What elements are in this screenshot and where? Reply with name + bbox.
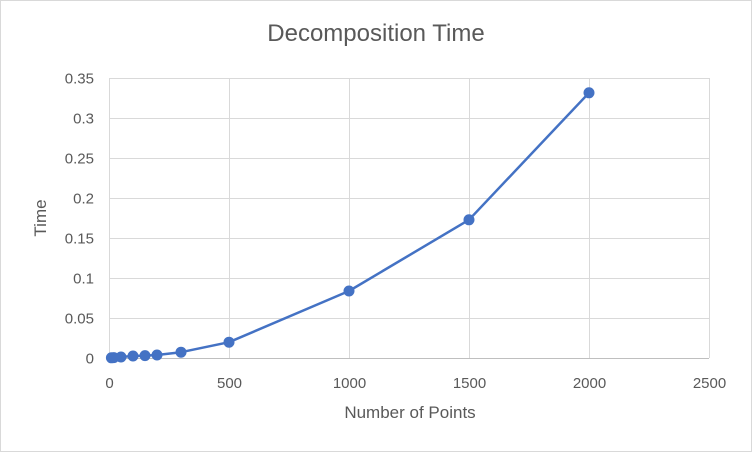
y-tick-label: 0.25 xyxy=(65,151,94,168)
x-tick-label: 1500 xyxy=(453,375,486,392)
x-tick-labels: 0 500 1000 1500 2000 2500 xyxy=(105,375,726,392)
data-point xyxy=(583,87,595,99)
data-point xyxy=(151,349,163,361)
y-tick-label: 0.3 xyxy=(73,111,94,128)
data-point xyxy=(139,350,151,362)
y-tick-label: 0.15 xyxy=(65,231,94,248)
x-axis-title: Number of Points xyxy=(344,403,476,422)
gridlines xyxy=(109,78,710,359)
y-tick-label: 0.1 xyxy=(73,271,94,288)
series-layer xyxy=(105,87,595,364)
y-axis-title: Time xyxy=(31,199,50,237)
chart-title: Decomposition Time xyxy=(267,20,485,47)
x-tick-label: 0 xyxy=(105,375,113,392)
y-tick-label: 0.35 xyxy=(65,71,94,88)
x-tick-label: 2500 xyxy=(693,375,726,392)
x-tick-label: 1000 xyxy=(333,375,366,392)
y-tick-labels: 0 0.05 0.1 0.15 0.2 0.25 0.3 0.35 xyxy=(65,71,94,368)
y-tick-label: 0 xyxy=(86,351,94,368)
data-point xyxy=(115,351,127,363)
data-point xyxy=(127,350,139,362)
y-tick-label: 0.05 xyxy=(65,311,94,328)
data-point xyxy=(463,214,475,226)
data-point xyxy=(175,346,187,358)
data-point xyxy=(223,336,235,348)
data-point xyxy=(343,285,355,297)
y-tick-label: 0.2 xyxy=(73,191,94,208)
x-tick-label: 2000 xyxy=(573,375,606,392)
x-tick-label: 500 xyxy=(217,375,242,392)
